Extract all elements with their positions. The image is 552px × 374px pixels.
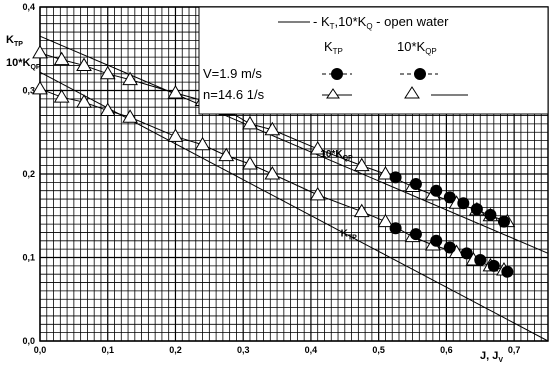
legend-dot-marker-kt — [331, 68, 343, 80]
dot-marker — [460, 247, 473, 260]
legend-speed: V=1.9 m/s — [203, 66, 262, 81]
series-line-kq_open — [39, 35, 549, 254]
dot-marker — [430, 184, 443, 197]
series-kq_open — [39, 35, 549, 254]
series-group — [32, 35, 549, 342]
x-axis-label: J, JV — [480, 350, 503, 364]
triangle-marker — [32, 44, 48, 59]
triangle-marker — [167, 85, 184, 99]
triangle-marker — [122, 71, 138, 86]
triangle-marker — [76, 57, 92, 71]
dot-marker — [443, 241, 456, 254]
x-tick-label: 0,2 — [169, 345, 182, 355]
y-axis-label-kt: KTP — [6, 34, 23, 48]
triangle-marker — [353, 203, 370, 218]
annotation-label: 10*KQP — [320, 149, 353, 162]
triangle-marker — [242, 115, 258, 130]
y-tick-label: 0,4 — [22, 2, 35, 12]
x-tick-label: 0,4 — [305, 345, 318, 355]
triangle-marker — [377, 166, 394, 180]
x-tick-label: 0,1 — [101, 345, 114, 355]
legend-col-kq: 10*KQP — [397, 39, 437, 56]
dot-marker — [389, 171, 402, 184]
annotation-label: KTP — [341, 228, 358, 241]
x-tick-label: 0,5 — [372, 345, 385, 355]
dot-marker — [409, 228, 422, 241]
dot-marker — [470, 203, 483, 216]
triangle-marker — [264, 121, 281, 136]
triangle-marker — [194, 136, 211, 151]
dot-marker — [487, 259, 500, 272]
x-tick-label: 0,7 — [508, 345, 521, 355]
triangle-marker — [377, 213, 394, 228]
legend-col-kt: KTP — [324, 39, 343, 56]
series-kt_dot — [389, 222, 514, 278]
triangle-marker — [353, 157, 370, 172]
series-kq_dot — [389, 171, 510, 228]
triangle-marker — [53, 89, 70, 103]
annotations: 10*KQP KTP — [320, 149, 357, 241]
triangle-marker — [32, 80, 48, 95]
triangle-marker — [167, 128, 184, 142]
dot-marker — [409, 178, 422, 191]
triangle-marker — [309, 186, 326, 201]
dot-marker — [457, 197, 470, 210]
legend-open-water-text: - KT,10*KQ - open water — [313, 14, 449, 31]
y-tick-label: 0,0 — [22, 336, 35, 346]
legend-triangle-marker-kq — [404, 86, 420, 99]
legend: - KT,10*KQ - open water KTP 10*KQP V=1.9… — [198, 6, 549, 115]
triangle-marker — [76, 94, 92, 108]
dot-marker — [389, 222, 402, 235]
triangle-marker — [53, 51, 70, 66]
legend-dot-marker-kq — [414, 68, 426, 80]
legend-triangle-marker-kt — [326, 88, 340, 99]
y-axis-label-kq: 10*KQP — [6, 57, 41, 71]
series-kq_tri — [32, 44, 516, 228]
triangle-marker — [218, 147, 235, 162]
dot-marker — [501, 265, 514, 278]
triangle-marker — [264, 166, 281, 180]
dot-marker — [497, 215, 510, 228]
dot-marker — [474, 254, 487, 267]
tick-labels: 0,0 0,1 0,2 0,3 0,4 0,5 0,6 0,7 0,0 0,1 0,2 0,3 0,4 — [22, 2, 520, 355]
dot-marker — [430, 234, 443, 247]
y-tick-label: 0,3 — [22, 86, 35, 96]
x-tick-label: 0,3 — [237, 345, 250, 355]
series-line-kt_open — [39, 71, 549, 342]
dot-marker — [484, 208, 497, 221]
triangle-marker — [122, 109, 138, 123]
legend-rpm: n=14.6 1/s — [203, 87, 265, 102]
series-kt_open — [39, 71, 549, 342]
x-tick-label: 0,0 — [34, 345, 47, 355]
y-tick-label: 0,2 — [22, 169, 35, 179]
triangle-marker — [309, 140, 326, 155]
y-tick-label: 0,1 — [22, 253, 35, 263]
dot-marker — [443, 191, 456, 204]
x-tick-label: 0,6 — [440, 345, 453, 355]
triangle-marker — [99, 65, 116, 80]
triangle-marker — [99, 102, 116, 117]
triangle-marker — [242, 155, 258, 170]
